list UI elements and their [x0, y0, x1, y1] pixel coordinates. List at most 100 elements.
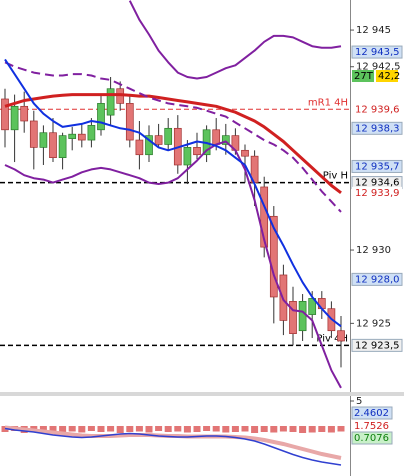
- candle-body: [1, 98, 9, 131]
- candle-body: [20, 105, 29, 122]
- histogram-bar: [308, 426, 316, 433]
- price-tag: [351, 121, 403, 135]
- candle-body: [193, 147, 201, 156]
- price-tag: [352, 186, 402, 199]
- indicator-line: [4, 140, 342, 389]
- histogram-bar: [337, 426, 345, 432]
- candle-body: [58, 135, 67, 159]
- histogram-bar: [270, 426, 278, 433]
- y-tick-label: 12 945: [356, 25, 391, 36]
- y-tick-label: 12 925: [356, 318, 391, 329]
- indicator-line: [4, 58, 342, 328]
- histogram-bar: [241, 426, 249, 432]
- price-tag: [351, 272, 403, 286]
- price-tag-label: 12 935,7: [355, 161, 400, 172]
- candle-body: [29, 120, 38, 148]
- y-tick-label: 12 942,5: [356, 62, 401, 73]
- candle-body: [241, 149, 249, 157]
- candle-body: [289, 301, 297, 334]
- badge: [376, 70, 398, 82]
- histogram-bar: [231, 426, 239, 432]
- value-tag-label: 0.7076: [354, 433, 389, 444]
- candle-body: [125, 103, 134, 141]
- histogram-bar: [97, 426, 105, 432]
- candle-body: [337, 330, 345, 342]
- price-tag: [351, 159, 403, 173]
- panel-separator: [0, 392, 404, 396]
- histogram-bar: [78, 426, 86, 433]
- histogram-bar: [116, 426, 124, 433]
- price-tag: [351, 338, 403, 352]
- histogram-bar: [126, 426, 134, 432]
- histogram-bar: [174, 426, 182, 432]
- value-tag-label: 2.4602: [354, 408, 389, 419]
- histogram-bar: [203, 426, 211, 431]
- indicator-line: [4, 61, 342, 213]
- histogram-bar: [299, 426, 307, 433]
- candle-body: [269, 215, 278, 298]
- price-tag-label: 12 928,0: [355, 274, 400, 285]
- candle-body: [39, 132, 48, 148]
- histogram-bar: [318, 426, 326, 432]
- histogram-bar: [39, 426, 47, 433]
- candle-body: [145, 135, 153, 156]
- histogram-bar: [68, 426, 76, 432]
- histogram-bar: [135, 426, 143, 432]
- indicator-line: [4, 93, 342, 194]
- badge-label: 42,2: [378, 71, 400, 82]
- candle-body: [260, 186, 269, 248]
- candle-body: [87, 125, 96, 141]
- candle-body: [135, 139, 144, 156]
- candle-body: [68, 133, 77, 139]
- histogram-bar: [87, 426, 95, 431]
- histogram-bar: [59, 426, 67, 432]
- histogram-bar: [155, 426, 163, 431]
- price-tag-label: 12 934,6: [355, 178, 400, 189]
- price-tag-label: 12 938,3: [355, 123, 400, 134]
- candle-body: [97, 103, 105, 131]
- histogram-bar: [183, 426, 191, 433]
- candle-body: [164, 127, 173, 145]
- indicator-line: [128, 0, 342, 80]
- candle-body: [183, 147, 192, 166]
- badge-label: 27T: [354, 71, 374, 82]
- oscillator-line: [4, 427, 342, 466]
- histogram-bar: [222, 426, 230, 433]
- histogram-bar: [193, 426, 201, 432]
- y-tick-label: 5: [356, 396, 362, 407]
- y-tick-label: 12 930: [356, 245, 391, 256]
- candle-body: [221, 135, 230, 145]
- histogram-bar: [107, 426, 115, 432]
- price-tag-label: 12 943,5: [355, 47, 400, 58]
- histogram-bar: [164, 426, 172, 432]
- level-label: Piv 4H: [316, 333, 348, 344]
- histogram-bar: [289, 426, 297, 432]
- histogram-bar: [49, 426, 57, 431]
- candle-body: [298, 301, 307, 332]
- value-tag: [351, 406, 393, 420]
- value-tag: [352, 420, 392, 432]
- histogram-bar: [145, 426, 153, 433]
- histogram-bar: [327, 426, 335, 433]
- price-tag-label: 12 923,5: [355, 340, 400, 351]
- price-tag-label: 12 933,9: [355, 188, 400, 199]
- candle-body: [77, 133, 86, 141]
- value-tag-label: 1.7526: [354, 421, 389, 432]
- candle-body: [49, 132, 57, 159]
- histogram-bar: [212, 426, 220, 432]
- candle-body: [212, 129, 221, 145]
- price-tag-label: 12 939,6: [355, 104, 400, 115]
- price-tag: [352, 103, 402, 116]
- value-tag: [351, 431, 393, 445]
- histogram-bar: [279, 426, 287, 432]
- level-label: mR1 4H: [308, 97, 348, 108]
- histogram-bar: [251, 426, 259, 433]
- candle-body: [154, 135, 163, 145]
- badge: [352, 70, 374, 82]
- candle-body: [106, 88, 115, 116]
- price-tag: [351, 45, 403, 59]
- candle-body: [10, 105, 19, 131]
